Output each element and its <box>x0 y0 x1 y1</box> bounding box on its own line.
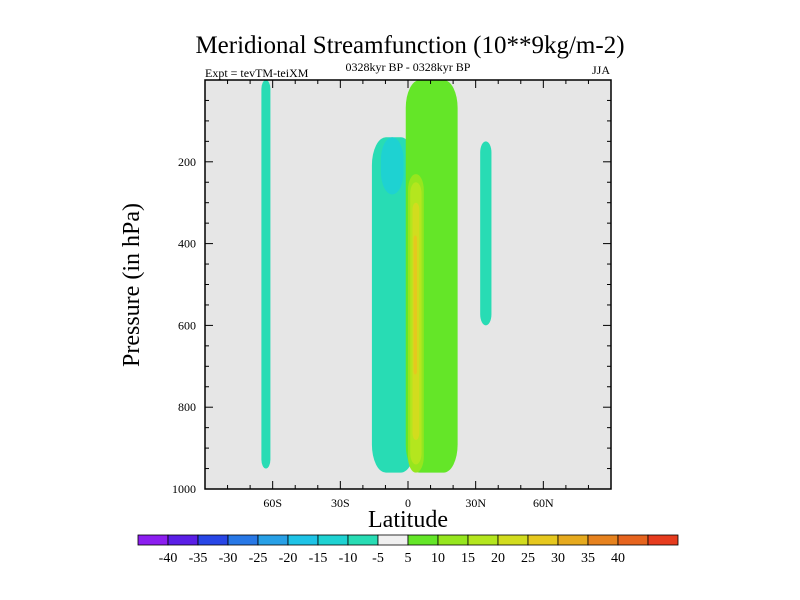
cell-sh-inner <box>380 137 404 195</box>
y-tick-label: 800 <box>178 400 196 414</box>
colorbar-label: -30 <box>219 551 238 566</box>
colorbar-swatch <box>557 534 589 546</box>
colorbar-label: -5 <box>372 551 384 566</box>
colorbar-label: -40 <box>159 551 178 566</box>
colorbar-swatch <box>437 534 469 546</box>
axis-ticks: 60S 30S 0 30N 60N 200 400 600 800 1000 <box>172 80 611 510</box>
colorbar-label: -15 <box>309 551 328 566</box>
colorbar-swatch <box>617 534 649 546</box>
colorbar-label: 25 <box>521 551 535 566</box>
y-axis-label: Pressure (in hPa) <box>119 203 145 367</box>
colorbar-label: 40 <box>611 551 625 566</box>
colorbar-swatch <box>317 534 349 546</box>
experiment-label: Expt = tevTM-teiXM <box>205 66 309 80</box>
streamfunction-contours <box>261 80 492 473</box>
colorbar-label: 30 <box>551 551 565 566</box>
colorbar-label: 20 <box>491 551 505 566</box>
colorbar-swatch <box>227 534 259 546</box>
colorbar-swatch <box>377 534 409 546</box>
colorbar-label: 10 <box>431 551 445 566</box>
colorbar-swatch <box>587 534 619 546</box>
x-tick-label: 30S <box>331 496 350 510</box>
colorbar-label: -25 <box>249 551 268 566</box>
colorbar: -40 -35 -30 -25 -20 -15 -10 -5 5 10 15 20 25 30 35 40 <box>137 534 679 566</box>
colorbar-swatch <box>197 534 229 546</box>
cell-sh-outer <box>371 137 415 473</box>
colorbar-swatch <box>407 534 439 546</box>
colorbar-swatch <box>137 534 169 546</box>
season-label: JJA <box>592 63 610 77</box>
colorbar-swatch <box>647 534 679 546</box>
colorbar-swatch <box>287 534 319 546</box>
x-tick-label: 60N <box>533 496 554 510</box>
colorbar-label: -20 <box>279 551 298 566</box>
colorbar-label: -10 <box>339 551 358 566</box>
colorbar-swatch <box>257 534 289 546</box>
cell-nh-max <box>413 235 418 375</box>
colorbar-swatch <box>347 534 379 546</box>
colorbar-label: 35 <box>581 551 595 566</box>
y-tick-label: 400 <box>178 237 196 251</box>
cell-60s-column <box>261 80 271 469</box>
x-tick-label: 30N <box>465 496 486 510</box>
colorbar-swatch <box>527 534 559 546</box>
period-label: 0328kyr BP - 0328kyr BP <box>346 60 471 74</box>
x-tick-label: 60S <box>263 496 282 510</box>
colorbar-label: -35 <box>189 551 208 566</box>
y-tick-label: 600 <box>178 318 196 332</box>
cell-nh-subtropical <box>480 141 492 326</box>
chart-title: Meridional Streamfunction (10**9kg/m-2) <box>195 32 624 59</box>
colorbar-swatch <box>497 534 529 546</box>
x-tick-label: 0 <box>405 496 411 510</box>
y-tick-label: 200 <box>178 155 196 169</box>
x-axis-label: Latitude <box>368 507 448 533</box>
colorbar-label: 5 <box>405 551 412 566</box>
colorbar-swatch <box>467 534 499 546</box>
colorbar-swatch <box>167 534 199 546</box>
colorbar-label: 15 <box>461 551 475 566</box>
y-tick-label: 1000 <box>172 482 196 496</box>
plot-frame <box>204 79 612 490</box>
